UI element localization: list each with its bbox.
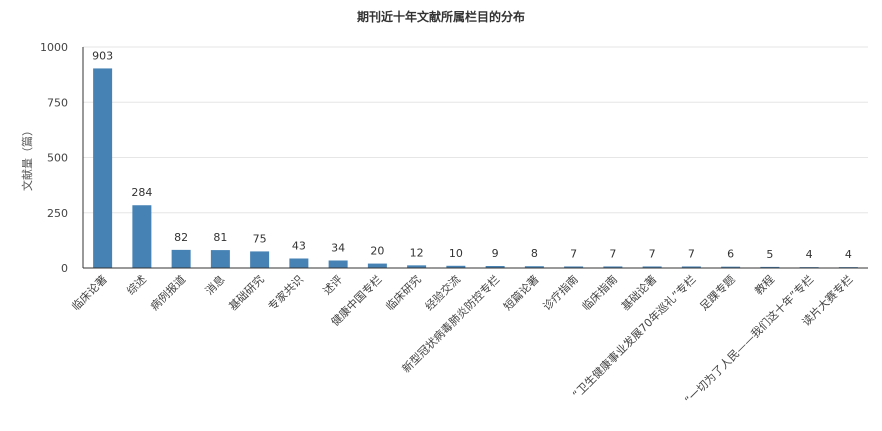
data-label: 82: [174, 231, 188, 244]
data-label: 7: [609, 247, 616, 260]
data-label: 7: [570, 247, 577, 260]
data-label: 7: [688, 247, 695, 260]
x-tick-label: 教程: [752, 273, 777, 298]
x-tick-label: “一切为了人民——我们这十年”专栏: [682, 272, 817, 407]
x-tick-label: 专家共识: [265, 272, 306, 313]
bar: [681, 266, 701, 268]
y-tick-label: 0: [61, 262, 68, 275]
bar: [132, 205, 152, 268]
x-tick-label: 综述: [124, 272, 149, 297]
data-label: 903: [92, 49, 113, 62]
x-tick-label: 消息: [202, 272, 227, 297]
x-tick-label: 临床指南: [579, 272, 620, 313]
data-label: 43: [292, 239, 306, 252]
data-label: 10: [449, 247, 463, 260]
x-tick-label: 病例报道: [147, 272, 188, 313]
y-tick-labels: 0 250 500 750 1000: [40, 41, 68, 275]
data-label: 6: [727, 248, 734, 261]
x-tick-label: 述评: [320, 273, 345, 298]
data-label: 12: [410, 246, 424, 259]
bar: [760, 266, 780, 268]
bar: [367, 263, 387, 268]
data-label: 7: [649, 247, 656, 260]
bar: [721, 266, 741, 268]
data-label: 9: [492, 247, 499, 260]
bar: [642, 266, 662, 268]
x-tick-label: 临床论著: [69, 272, 110, 313]
y-tick-label: 750: [47, 96, 68, 109]
gridlines: [83, 46, 868, 214]
data-labels: 903 284 82 81 75 43 34 20 12 10 9 8 7 7 7 7 6 5 4 4: [92, 49, 852, 261]
chart-title: 期刊近十年文献所属栏目的分布: [357, 9, 525, 24]
axes: [82, 47, 868, 269]
bar: [289, 258, 309, 268]
bar: [93, 68, 113, 268]
bar: [564, 266, 584, 268]
x-tick-label: 经验交流: [422, 272, 463, 313]
data-label: 34: [331, 241, 345, 254]
bar: [446, 265, 466, 268]
bars: [93, 68, 858, 268]
bar: [171, 249, 191, 268]
x-tick-label: 基础研究: [226, 272, 267, 313]
data-label: 81: [213, 231, 227, 244]
data-label: 284: [131, 186, 152, 199]
bar: [250, 251, 270, 268]
x-tick-label: 足踝专题: [697, 272, 738, 313]
bar: [407, 265, 427, 268]
bar: [485, 266, 505, 268]
y-axis-label: 文献量（篇）: [20, 125, 34, 191]
y-tick-label: 500: [47, 152, 68, 165]
data-label: 75: [253, 232, 267, 245]
bar: [603, 266, 623, 268]
data-label: 4: [806, 248, 813, 261]
x-tick-label: 短篇论著: [500, 272, 541, 313]
bar: [210, 250, 230, 268]
x-tick-label: 诊疗指南: [540, 272, 581, 313]
data-label: 8: [531, 247, 538, 260]
data-label: 5: [766, 248, 773, 261]
bar: [524, 266, 544, 268]
data-label: 4: [845, 248, 852, 261]
y-tick-label: 1000: [40, 41, 68, 54]
x-tick-label: 临床研究: [383, 272, 424, 313]
y-tick-label: 250: [47, 207, 68, 220]
data-label: 20: [370, 245, 384, 258]
bar: [328, 260, 348, 268]
x-tick-label: 基础论著: [618, 272, 659, 313]
